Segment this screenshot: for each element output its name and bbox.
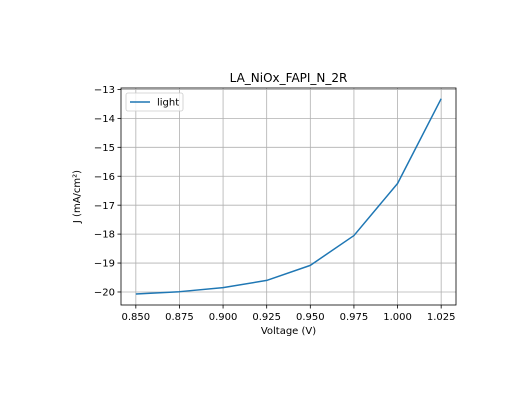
y-axis: −20 −19 −18 −17 −16 −15 −14 −13 — [94, 85, 121, 299]
y-axis-label: J (mA/cm²) — [72, 170, 83, 224]
y-tick-label: −16 — [94, 172, 115, 183]
x-tick-label: 0.950 — [296, 312, 325, 323]
x-axis-label: Voltage (V) — [261, 326, 316, 337]
x-tick-label: 0.900 — [209, 312, 238, 323]
chart-title: LA_NiOx_FAPI_N_2R — [230, 71, 348, 85]
y-tick-label: −18 — [94, 230, 115, 241]
x-axis: 0.850 0.875 0.900 0.925 0.950 0.975 1.000 1.025 — [122, 305, 456, 323]
y-tick-label: −17 — [94, 201, 115, 212]
series-layer — [135, 98, 442, 295]
legend: light — [125, 92, 184, 112]
legend-box — [125, 92, 184, 112]
x-tick-label: 1.025 — [427, 312, 456, 323]
y-tick-label: −15 — [94, 143, 115, 154]
plot-frame — [120, 87, 457, 306]
x-tick-label: 1.000 — [383, 312, 412, 323]
y-tick-label: −19 — [94, 259, 115, 270]
legend-entry: light — [157, 98, 179, 109]
y-tick-label: −20 — [94, 288, 115, 299]
y-tick-label: −14 — [94, 114, 115, 125]
x-tick-label: 0.850 — [122, 312, 151, 323]
series-line-light — [135, 98, 442, 295]
x-tick-label: 0.925 — [252, 312, 281, 323]
y-tick-label: −13 — [94, 85, 115, 96]
x-tick-label: 0.875 — [165, 312, 194, 323]
x-tick-label: 0.975 — [340, 312, 369, 323]
